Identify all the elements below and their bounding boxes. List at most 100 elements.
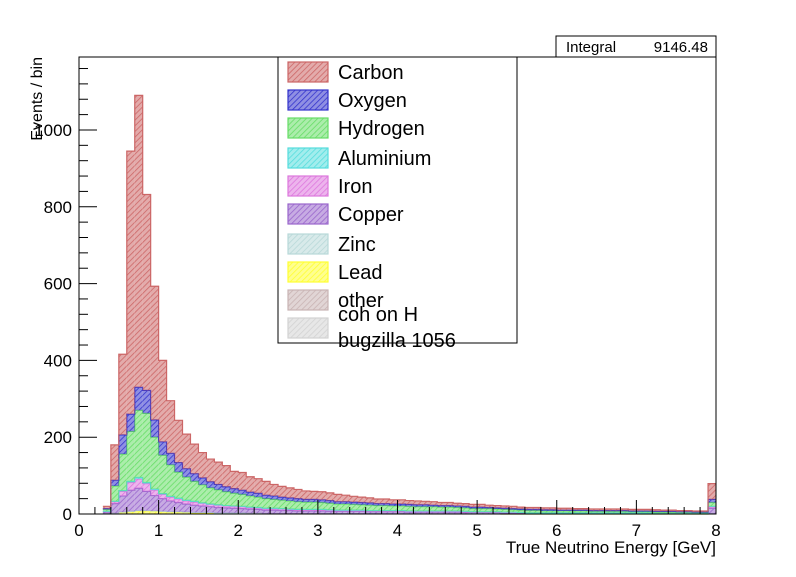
bar-copper [127,490,135,511]
legend-label: Zinc [338,234,376,256]
bar-carbon [318,492,326,500]
bar-copper [175,502,183,511]
y-tick-label: 600 [44,275,72,294]
bar-carbon [310,491,318,499]
bar-carbon [334,494,342,501]
bar-oxygen [214,484,222,489]
bar-carbon [262,481,270,495]
bar-carbon [143,194,151,390]
legend-swatch [288,90,328,110]
x-tick-label: 5 [472,521,481,540]
bar-hydrogen [405,506,413,511]
bar-hydrogen [246,496,254,507]
bar-iron [119,491,127,496]
bar-carbon [230,471,238,488]
bar-iron [127,483,135,491]
bar-carbon [111,445,119,480]
bar-hydrogen [326,503,334,510]
bar-copper [183,504,191,512]
bar-iron [159,494,167,498]
bar-hydrogen [159,455,167,493]
bar-copper [708,508,716,513]
y-tick-label: 800 [44,198,72,217]
bar-carbon [198,453,206,478]
bar-carbon [175,420,183,462]
stats-integral-label: Integral [566,39,616,56]
bar-oxygen [222,487,230,492]
bar-oxygen [198,478,206,485]
bar-hydrogen [222,492,230,506]
bar-carbon [183,434,191,469]
legend-label: bugzilla 1056 [338,330,456,352]
legend-entry-bugzilla-1056: bugzilla 1056 [338,330,456,352]
bar-hydrogen [358,505,366,510]
bar-hydrogen [429,507,437,511]
bar-hydrogen [127,431,135,481]
bar-copper [143,491,151,510]
legend-swatch [288,204,328,224]
bar-copper [230,508,238,513]
legend-swatch [288,176,328,196]
bar-hydrogen [262,499,270,509]
bar-copper [111,504,119,514]
bar-carbon [190,444,198,474]
bar-hydrogen [334,504,342,510]
bar-hydrogen [198,485,206,503]
bar-oxygen [127,414,135,431]
bar-hydrogen [214,490,222,505]
bar-copper [222,508,230,513]
bar-carbon [167,401,175,454]
bar-carbon [708,484,716,500]
legend-entry-oxygen: Oxygen [288,90,407,112]
bar-carbon [278,486,286,497]
bar-copper [190,505,198,512]
bar-hydrogen [390,506,398,511]
bar-carbon [214,462,222,484]
bar-oxygen [135,387,143,410]
bar-hydrogen [119,454,127,490]
legend-entry-carbon: Carbon [288,62,404,84]
bar-carbon [119,354,127,435]
legend-label: Hydrogen [338,118,425,140]
bar-oxygen [206,482,214,488]
bar-oxygen [175,463,183,473]
bar-carbon [382,499,390,504]
bar-copper [135,488,143,510]
bar-hydrogen [382,506,390,511]
bar-hydrogen [398,506,406,511]
bar-hydrogen [302,502,310,509]
bar-copper [238,509,246,513]
x-tick-label: 3 [313,521,322,540]
bar-hydrogen [270,499,278,508]
bar-iron [143,484,151,492]
legend-swatch [288,62,328,82]
bar-hydrogen [151,437,159,489]
bar-hydrogen [310,502,318,509]
bar-hydrogen [238,494,246,506]
bar-carbon [326,493,334,501]
bar-hydrogen [286,501,294,509]
bar-carbon [342,495,350,502]
bar-iron [135,479,143,488]
bar-carbon [398,500,406,504]
bar-oxygen [119,435,127,454]
legend-label: Aluminium [338,148,431,170]
y-tick-label: 200 [44,428,72,447]
bar-carbon [222,466,230,487]
bar-hydrogen [175,472,183,498]
bar-iron [151,490,159,495]
bar-oxygen [230,489,238,494]
bar-hydrogen [183,477,191,500]
bar-hydrogen [278,500,286,508]
legend-swatch [288,262,328,282]
bar-oxygen [111,480,119,486]
bar-copper [151,496,159,511]
bar-hydrogen [413,507,421,511]
legend-label: Copper [338,204,404,226]
bar-hydrogen [318,502,326,509]
bar-carbon [127,151,135,414]
bar-carbon [374,499,382,504]
bar-carbon [366,498,374,503]
